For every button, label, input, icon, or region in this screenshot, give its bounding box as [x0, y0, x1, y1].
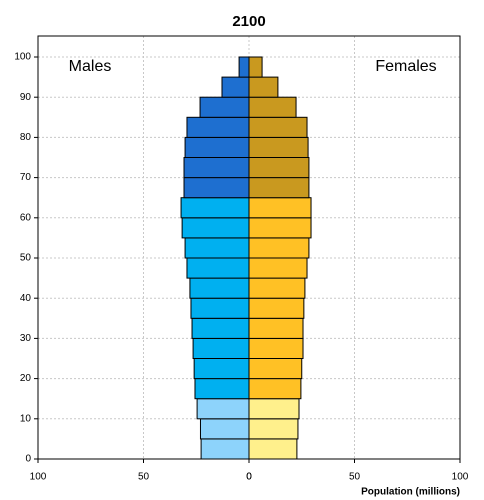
bar [184, 237, 250, 259]
bar [181, 217, 250, 239]
bar [183, 177, 250, 199]
bar [186, 257, 250, 279]
bar [196, 398, 250, 420]
bar [248, 76, 279, 98]
bar [199, 96, 250, 118]
bar [221, 76, 250, 98]
y-tick-label: 10 [20, 413, 32, 424]
bar [180, 197, 250, 219]
chart-title: 2100 [232, 13, 265, 30]
bar [191, 317, 250, 339]
bar [248, 197, 312, 219]
y-tick-label: 100 [14, 52, 31, 63]
bar [184, 136, 250, 158]
x-tick-label: 50 [349, 472, 361, 483]
bar [248, 96, 297, 118]
bar [190, 297, 250, 319]
legend-label: Females [375, 58, 436, 75]
bar [248, 337, 304, 359]
bar [248, 116, 308, 138]
bar [200, 438, 250, 460]
y-tick-label: 30 [20, 333, 32, 344]
y-tick-label: 20 [20, 373, 32, 384]
bar [248, 438, 298, 460]
x-tick-label: 0 [246, 472, 252, 483]
x-axis-label: Population (millions) [361, 487, 460, 498]
bar [238, 56, 250, 78]
bar [248, 378, 302, 400]
legend-label: Males [69, 58, 112, 75]
y-tick-label: 0 [25, 454, 31, 465]
y-tick-label: 90 [20, 92, 32, 103]
bar [248, 56, 263, 78]
bar [248, 398, 300, 420]
bar [194, 378, 250, 400]
y-tick-label: 80 [20, 132, 32, 143]
x-tick-label: 100 [452, 472, 469, 483]
y-tick-label: 50 [20, 253, 32, 264]
y-tick-label: 40 [20, 293, 32, 304]
y-tick-label: 70 [20, 172, 32, 183]
bar [186, 116, 250, 138]
x-tick-label: 100 [30, 472, 47, 483]
bar [248, 237, 310, 259]
x-tick-label: 0 [246, 472, 252, 483]
bar [248, 277, 306, 299]
bar [248, 317, 304, 339]
bar [248, 217, 312, 239]
bar [248, 418, 299, 440]
x-tick-label: 50 [138, 472, 150, 483]
bar [248, 157, 310, 179]
bar [248, 257, 308, 279]
bar [192, 337, 250, 359]
bar [248, 297, 305, 319]
bar [183, 157, 250, 179]
bar [248, 136, 309, 158]
bar [199, 418, 250, 440]
y-tick-label: 60 [20, 212, 32, 223]
bar [189, 277, 250, 299]
bar [248, 358, 303, 380]
bar [248, 177, 310, 199]
bar [193, 358, 250, 380]
plot-frame [37, 35, 461, 460]
